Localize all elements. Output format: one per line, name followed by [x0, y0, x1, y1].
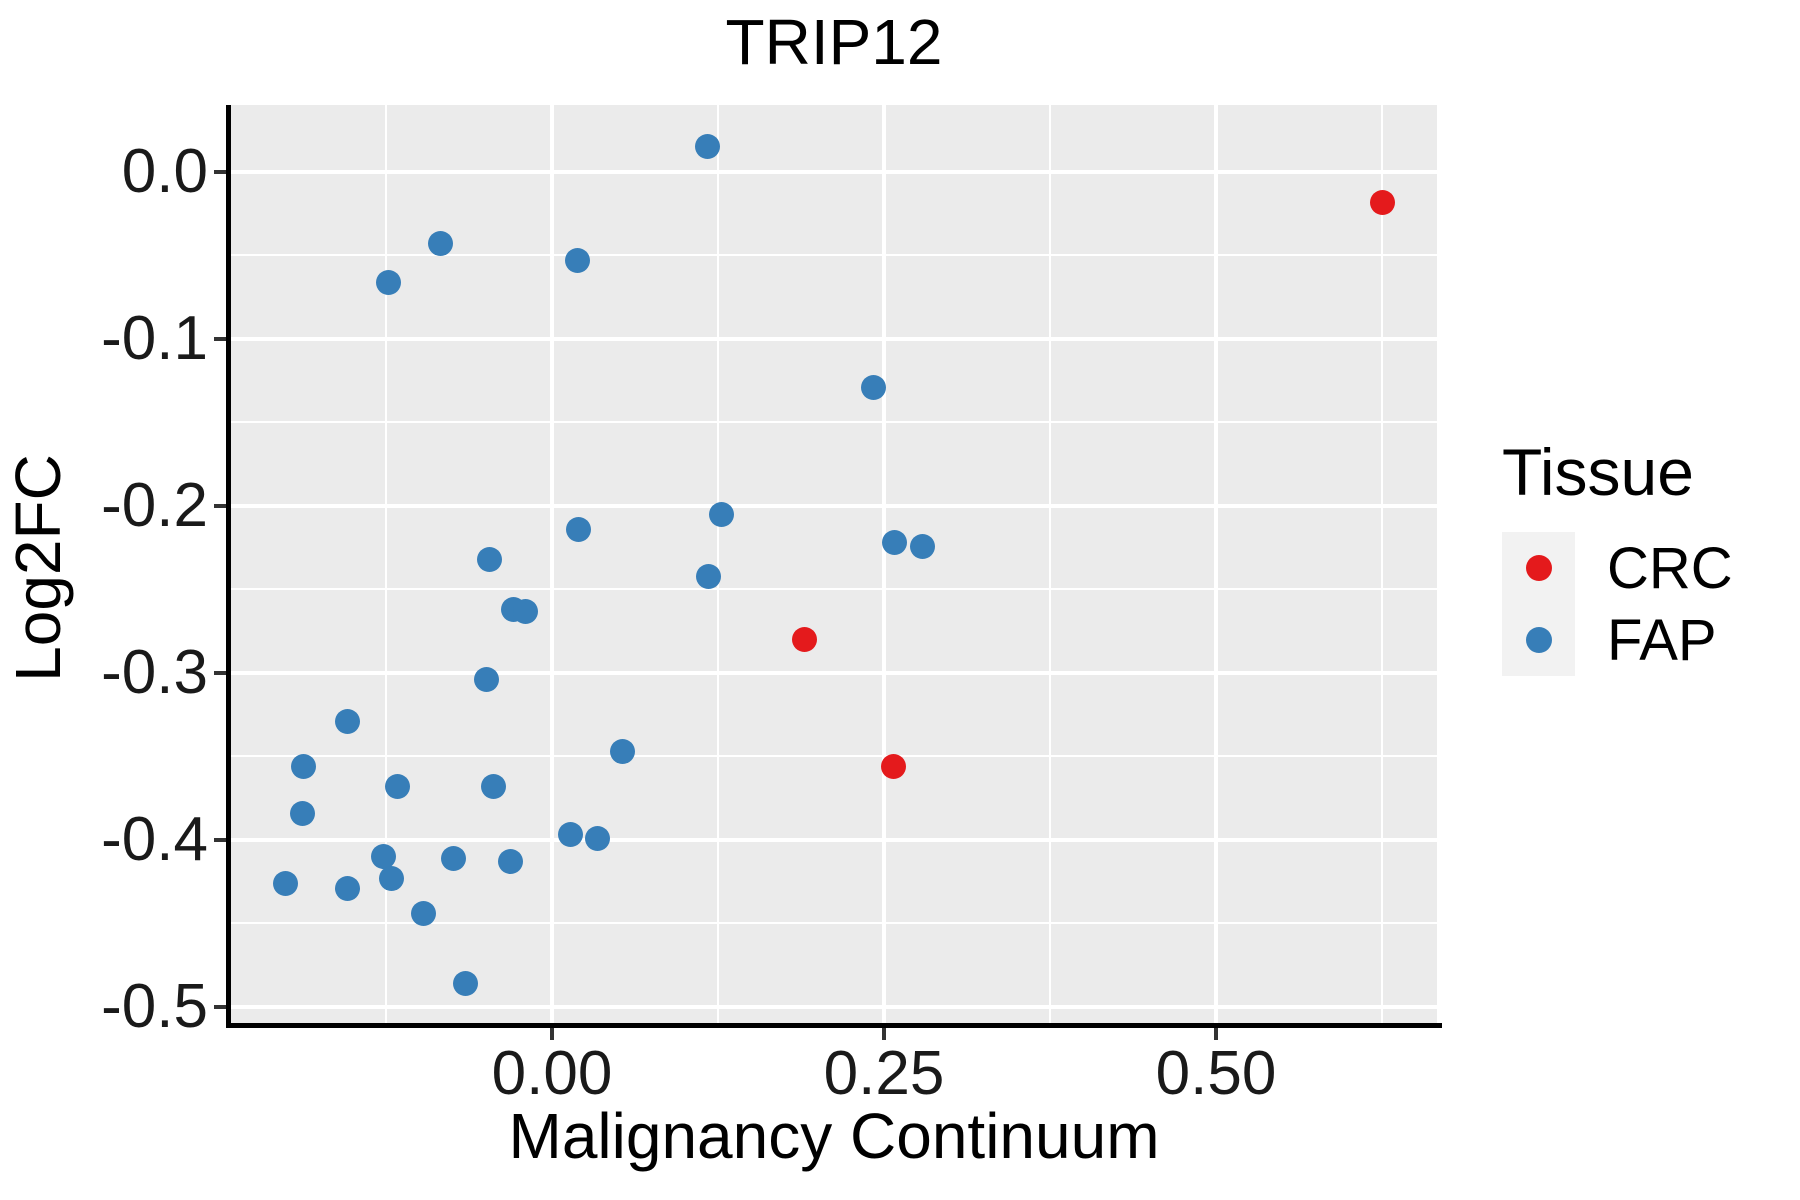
legend-dot-fap — [1525, 627, 1552, 653]
y-axis-tick — [214, 670, 226, 675]
y-axis-line — [226, 105, 231, 1028]
minor-gridline-y — [231, 588, 1437, 591]
y-axis-tick — [214, 1004, 226, 1009]
data-point-fap — [376, 269, 402, 295]
data-point-fap — [477, 546, 503, 572]
major-gridline-x — [1214, 105, 1218, 1023]
minor-gridline-y — [231, 421, 1437, 424]
minor-gridline-x — [384, 105, 387, 1023]
data-point-fap — [334, 875, 360, 901]
data-point-fap — [410, 900, 436, 926]
data-point-fap — [609, 738, 635, 764]
major-gridline-y — [231, 336, 1437, 341]
minor-gridline-y — [231, 755, 1437, 758]
legend-key — [1502, 604, 1575, 676]
y-tick-label: -0.2 — [101, 470, 208, 540]
x-axis-tick — [1214, 1028, 1218, 1040]
data-point-fap — [696, 563, 722, 589]
legend-key — [1502, 532, 1575, 604]
minor-gridline-x — [716, 105, 719, 1023]
data-point-fap — [474, 667, 500, 693]
y-tick-label: -0.3 — [101, 637, 208, 707]
legend-dot-crc — [1525, 555, 1552, 581]
data-point-fap — [385, 774, 411, 800]
data-point-fap — [441, 845, 467, 871]
data-point-fap — [512, 598, 538, 624]
x-axis-title: Malignancy Continuum — [508, 1100, 1160, 1172]
data-point-fap — [910, 533, 935, 559]
legend-title: Tissue — [1502, 435, 1694, 509]
x-axis-tick — [549, 1028, 554, 1040]
y-axis-tick — [214, 837, 226, 842]
legend-entry-fap: FAP — [1502, 604, 1733, 676]
data-point-fap — [453, 971, 479, 997]
data-point-crc — [880, 753, 906, 779]
legend: Tissue CRC FAP — [1502, 434, 1733, 676]
y-tick-label: 0.0 — [121, 136, 208, 206]
y-axis-tick — [214, 169, 226, 174]
data-point-fap — [882, 530, 908, 556]
data-point-fap — [289, 800, 315, 826]
data-point-fap — [860, 374, 886, 400]
data-point-fap — [498, 849, 524, 875]
legend-label: FAP — [1607, 607, 1717, 673]
major-gridline-y — [231, 670, 1437, 675]
x-tick-label: 0.50 — [1155, 1039, 1277, 1108]
x-tick-label: 0.00 — [491, 1039, 613, 1108]
x-tick-label: 0.25 — [823, 1039, 945, 1108]
plot-title: TRIP12 — [725, 6, 943, 78]
y-axis-title: Log2FC — [2, 454, 74, 682]
data-point-fap — [272, 870, 298, 896]
major-gridline-y — [231, 837, 1437, 842]
major-gridline-y — [231, 1004, 1437, 1009]
data-point-crc — [1369, 189, 1395, 215]
minor-gridline-x — [1049, 105, 1051, 1023]
data-point-fap — [378, 865, 404, 891]
legend-entries: CRC FAP — [1502, 532, 1733, 676]
data-point-fap — [694, 134, 720, 160]
y-axis-tick — [214, 503, 226, 508]
y-tick-label: -0.4 — [101, 804, 208, 874]
data-point-fap — [558, 822, 584, 848]
data-point-fap — [334, 708, 360, 734]
major-gridline-x — [549, 105, 554, 1023]
minor-gridline-x — [1381, 105, 1384, 1023]
x-axis-line — [226, 1023, 1442, 1028]
y-tick-label: -0.5 — [101, 971, 208, 1041]
minor-gridline-y — [231, 922, 1437, 925]
x-axis-tick — [882, 1028, 886, 1040]
data-point-fap — [427, 231, 453, 257]
data-point-fap — [370, 844, 396, 870]
y-tick-label: -0.1 — [101, 303, 208, 373]
legend-label: CRC — [1607, 535, 1733, 601]
data-point-fap — [566, 516, 592, 542]
legend-entry-crc: CRC — [1502, 532, 1733, 604]
major-gridline-y — [231, 503, 1437, 508]
data-point-fap — [291, 753, 317, 779]
data-point-fap — [481, 774, 507, 800]
data-point-fap — [584, 825, 610, 851]
major-gridline-x — [882, 105, 886, 1023]
plot-panel — [231, 105, 1437, 1023]
data-point-crc — [791, 627, 817, 653]
data-point-fap — [564, 247, 590, 273]
major-gridline-y — [231, 169, 1437, 174]
data-point-fap — [709, 501, 735, 527]
y-axis-tick — [214, 336, 226, 341]
minor-gridline-y — [231, 254, 1437, 257]
